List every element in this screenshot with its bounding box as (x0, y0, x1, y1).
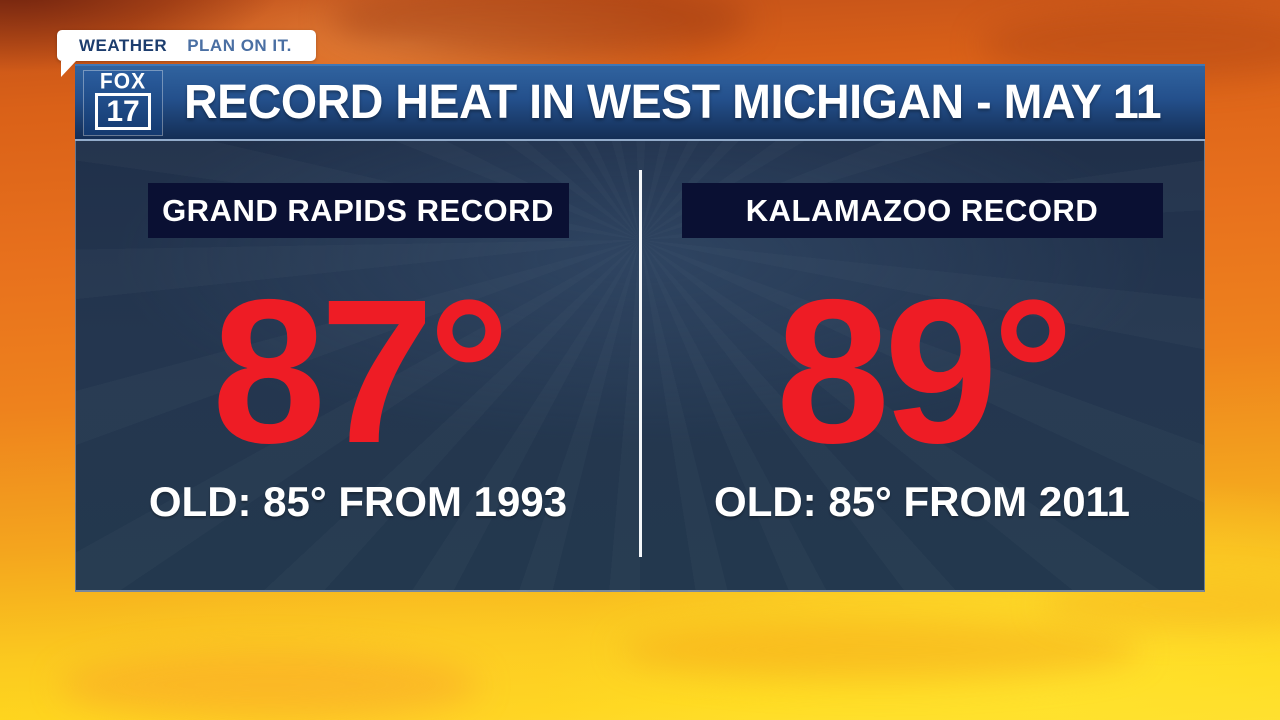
old-record-label: OLD: 85° FROM 1993 (148, 478, 568, 525)
fox-logo-text: FOX (99, 68, 147, 94)
record-location-label: GRAND RAPIDS RECORD (147, 183, 569, 238)
weather-bug-tagline: PLAN ON IT. (187, 35, 292, 55)
cloud (330, 0, 750, 60)
vertical-divider (639, 170, 642, 557)
record-temperature: 87° (211, 257, 510, 487)
kalamazoo-record-column: KALAMAZOO RECORD 89° OLD: 85° FROM 2011 (640, 141, 1204, 590)
page-title: RECORD HEAT IN WEST MICHIGAN - MAY 11 (184, 76, 1162, 129)
channel-number: 17 (95, 92, 151, 130)
weather-bug: WEATHER PLAN ON IT. (57, 30, 316, 77)
record-location-label: KALAMAZOO RECORD (681, 183, 1163, 238)
title-bar: FOX 17 RECORD HEAT IN WEST MICHIGAN - MA… (75, 64, 1205, 141)
record-temperature: 89° (775, 257, 1074, 487)
records-panel: GRAND RAPIDS RECORD 87° OLD: 85° FROM 19… (75, 141, 1205, 592)
old-record-label: OLD: 85° FROM 2011 (714, 478, 1130, 525)
cloud (60, 650, 480, 720)
grand-rapids-record-column: GRAND RAPIDS RECORD 87° OLD: 85° FROM 19… (76, 141, 640, 590)
weather-bug-label: WEATHER (79, 35, 168, 55)
fox17-logo: FOX 17 (83, 68, 163, 136)
cloud (620, 620, 1140, 680)
